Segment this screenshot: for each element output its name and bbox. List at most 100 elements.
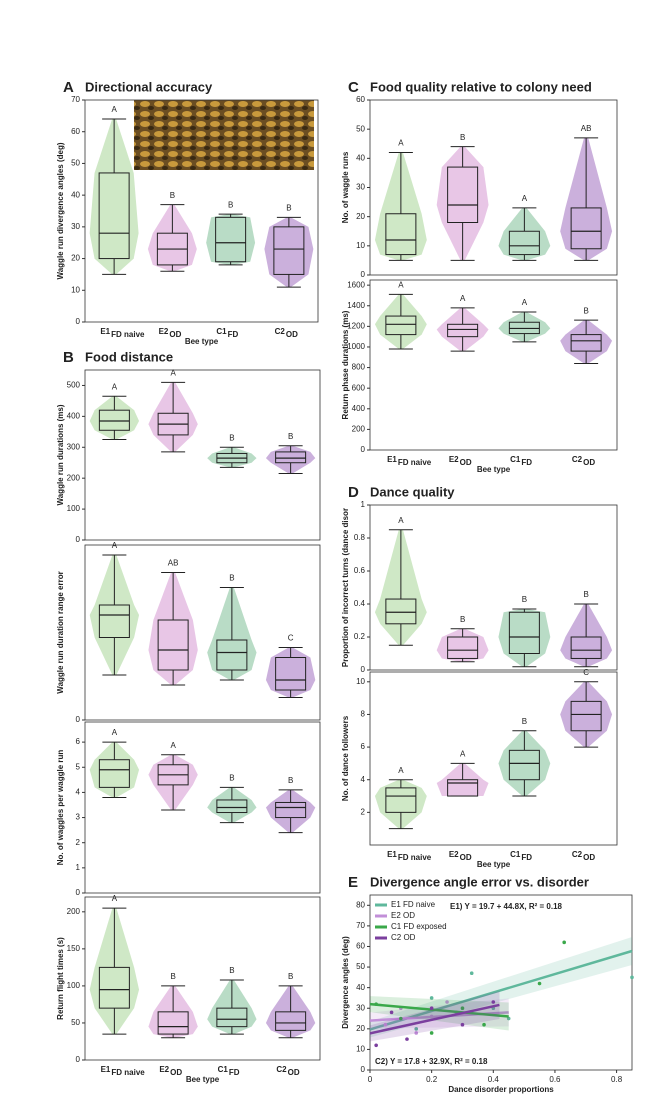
y-tick-label: 1400	[347, 301, 365, 310]
y-axis-label: No. of waggles per waggle run	[56, 750, 65, 866]
x-tick-subscript: FD naive	[111, 330, 145, 339]
y-tick-label: 80	[356, 900, 365, 909]
y-tick-label: 10	[356, 677, 365, 686]
y-tick-label: 0	[76, 535, 81, 544]
x-tick-subscript: FD naive	[111, 1068, 145, 1077]
x-tick-label: C2	[276, 1065, 287, 1074]
box	[447, 323, 479, 338]
y-tick-label: 0	[361, 445, 366, 454]
plot-frame	[369, 504, 618, 671]
y-tick-label: 30	[356, 183, 365, 192]
violin	[374, 779, 427, 829]
panel-label: B	[63, 349, 74, 366]
y-tick-label: 10	[71, 285, 80, 294]
x-tick-label: E1	[387, 455, 397, 464]
point	[460, 1022, 465, 1027]
panel-title: Divergence angle error vs. disorder	[370, 874, 589, 889]
box	[275, 801, 307, 819]
y-tick-label: 0	[361, 270, 366, 279]
x-tick-label: E2	[159, 1065, 169, 1074]
y-tick-label: 10	[356, 1045, 365, 1054]
x-tick-label: C2	[572, 850, 583, 859]
x-axis-label: Dance disorder proportions	[448, 1085, 554, 1094]
x-axis-label: Bee type	[477, 860, 511, 869]
group-letter: A	[112, 728, 118, 737]
x-tick-label: E2	[449, 455, 459, 464]
x-tick-label: 0.8	[611, 1075, 623, 1084]
x-tick-subscript: FD	[521, 853, 532, 862]
box	[216, 1007, 248, 1028]
y-tick-label: 3	[76, 813, 81, 822]
regression-band	[370, 998, 509, 1029]
y-tick-label: 30	[71, 222, 80, 231]
y-tick-label: 0	[76, 715, 81, 724]
y-tick-label: 4	[361, 775, 366, 784]
violin	[498, 207, 551, 261]
point	[405, 1037, 409, 1041]
group-letter: A	[111, 105, 117, 114]
plot-frame	[369, 894, 633, 1071]
point	[537, 981, 542, 986]
legend-label: C1 FD exposed	[391, 922, 447, 931]
y-tick-label: 0.4	[354, 599, 366, 608]
x-tick-label: 0.6	[549, 1075, 561, 1084]
box	[98, 759, 130, 788]
y-tick-label: 0	[361, 665, 366, 674]
y-tick-label: 200	[352, 425, 366, 434]
point	[389, 1010, 394, 1015]
panel-label: A	[63, 79, 74, 96]
y-tick-label: 100	[67, 981, 81, 990]
y-axis-label: No. of waggle runs	[341, 151, 350, 223]
point	[429, 996, 434, 1000]
x-tick-label: E1	[387, 850, 397, 859]
group-letter: B	[170, 191, 175, 200]
box	[216, 799, 248, 814]
panel-label: E	[348, 874, 358, 891]
x-tick-label: C1	[218, 1065, 229, 1074]
group-letter: A	[112, 894, 118, 903]
y-axis-label: Proportion of incorrect turns (dance dis…	[341, 508, 350, 667]
regression-band	[370, 937, 632, 1038]
point	[414, 1031, 419, 1035]
box	[98, 966, 130, 1009]
group-letter: AB	[168, 559, 179, 568]
box	[98, 172, 130, 260]
point	[414, 1027, 419, 1031]
group-letter: B	[583, 306, 588, 315]
x-tick-subscript: FD	[229, 1068, 240, 1077]
y-tick-label: 400	[67, 411, 81, 420]
group-letter: AB	[581, 124, 592, 133]
point	[383, 1022, 388, 1027]
box	[157, 1011, 189, 1035]
box	[570, 207, 602, 250]
y-axis-label: Return phase durations (ms)	[341, 310, 350, 419]
y-axis-label: Waggle run durations (ms)	[56, 404, 65, 505]
group-letter: B	[228, 200, 233, 209]
legend-label: E1 FD naive	[391, 900, 436, 909]
regression-line	[369, 949, 633, 1031]
point	[460, 1006, 465, 1011]
y-axis-label: Waggle run duration range error	[56, 571, 65, 693]
box	[385, 787, 417, 813]
box	[447, 636, 479, 659]
x-axis-label: Bee type	[186, 1075, 220, 1084]
x-tick-subscript: FD naive	[398, 458, 432, 467]
x-axis-label: Bee type	[477, 465, 511, 474]
group-letter: B	[170, 972, 175, 981]
violin	[436, 146, 489, 261]
group-letter: A	[460, 294, 466, 303]
y-tick-label: 50	[356, 962, 365, 971]
group-letter: B	[229, 574, 234, 583]
y-tick-label: 1000	[347, 342, 365, 351]
y-tick-label: 60	[356, 942, 365, 951]
y-tick-label: 20	[356, 1024, 365, 1033]
box	[385, 315, 417, 336]
y-tick-label: 400	[352, 404, 366, 413]
x-tick-subscript: OD	[460, 853, 472, 862]
y-tick-label: 2	[76, 838, 81, 847]
x-tick-label: C1	[216, 327, 227, 336]
group-letter: A	[398, 281, 404, 290]
y-tick-label: 6	[361, 742, 366, 751]
violin	[148, 572, 198, 685]
y-tick-label: 50	[71, 1018, 80, 1027]
